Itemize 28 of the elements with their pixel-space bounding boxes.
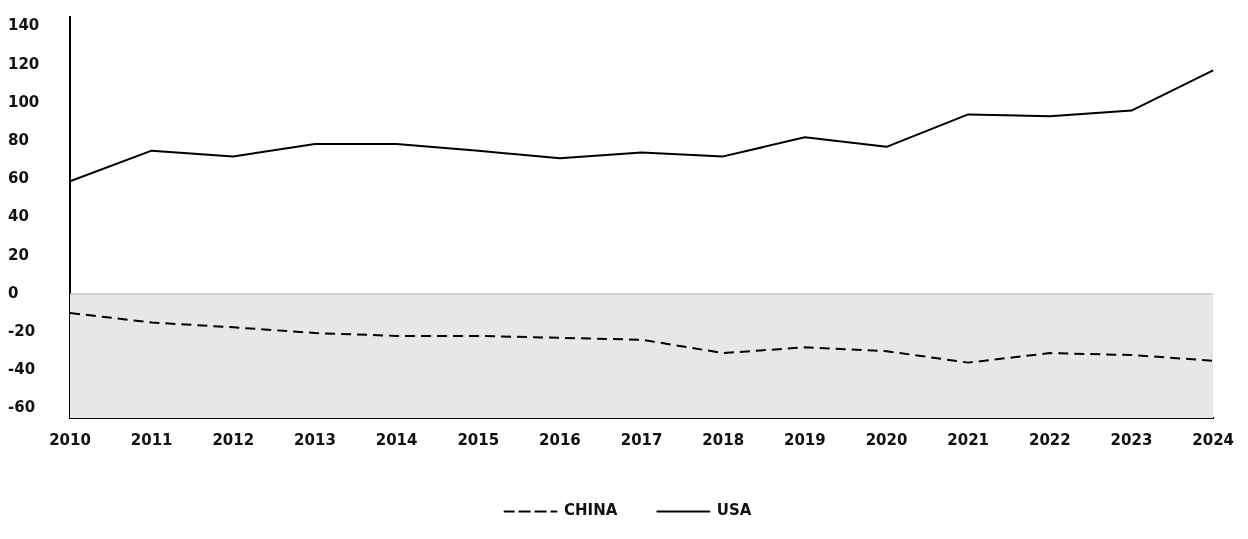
- x-tick-label: 2021: [947, 430, 990, 449]
- y-tick-label: 80: [8, 131, 29, 150]
- y-tick-label: 40: [8, 207, 29, 226]
- x-tick-label: 2018: [702, 430, 745, 449]
- x-tick-label: 2016: [539, 430, 581, 449]
- x-tick-label: 2011: [130, 430, 173, 449]
- y-tick-label: 20: [8, 245, 29, 264]
- y-tick-label: 60: [8, 169, 29, 188]
- y-tick-label: 100: [8, 92, 40, 111]
- x-tick-label: 2019: [783, 430, 826, 449]
- y-tick-label: -60: [8, 398, 36, 417]
- y-tick-label: 120: [8, 54, 40, 73]
- x-tick-label: 2020: [865, 430, 908, 449]
- legend-label: CHINA: [564, 501, 618, 520]
- legend-label: USA: [716, 501, 752, 520]
- y-tick-label: -20: [8, 321, 36, 340]
- x-tick-label: 2023: [1110, 430, 1153, 449]
- y-tick-label: 140: [8, 16, 40, 35]
- x-tick-label: 2017: [620, 430, 663, 449]
- y-tick-label: 0: [8, 283, 19, 302]
- x-tick-label: 2022: [1028, 430, 1071, 449]
- y-tick-label: -40: [8, 360, 36, 379]
- x-tick-label: 2024: [1192, 430, 1234, 449]
- x-tick-label: 2013: [294, 430, 336, 449]
- x-tick-label: 2010: [49, 430, 91, 449]
- x-tick-label: 2012: [212, 430, 255, 449]
- x-tick-label: 2015: [457, 430, 500, 449]
- x-tick-label: 2014: [375, 430, 418, 449]
